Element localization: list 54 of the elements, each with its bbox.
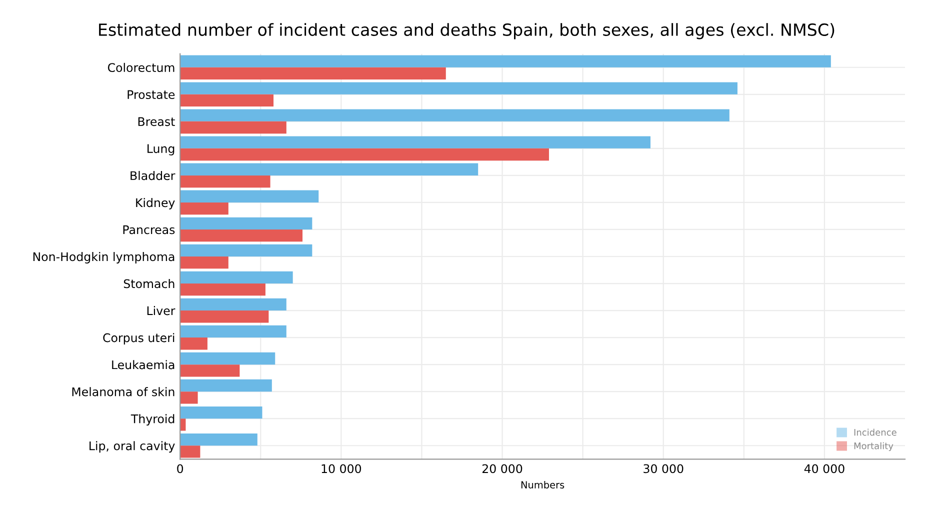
bar xyxy=(180,338,208,350)
y-tick-label: Colorectum xyxy=(108,62,174,72)
chart-title: Estimated number of incident cases and deaths Spain, both sexes, all ages (excl. NMSC) xyxy=(99,23,834,40)
bar xyxy=(180,163,478,176)
bar xyxy=(180,148,549,161)
bar xyxy=(180,55,831,68)
y-tick-label: Pancreas xyxy=(123,225,175,234)
bar xyxy=(180,229,303,242)
bar xyxy=(180,392,198,404)
y-tick-label: Non-Hodgkin lymphoma xyxy=(33,252,174,264)
x-tick-label: 30 000 xyxy=(644,464,684,474)
legend-label: Mortality xyxy=(854,442,894,452)
bar xyxy=(180,256,228,269)
bar xyxy=(180,310,269,323)
bar xyxy=(180,446,200,458)
y-tick-label: Thyroid xyxy=(130,414,174,426)
bar xyxy=(180,121,286,134)
y-tick-label: Lip, oral cavity xyxy=(90,441,175,453)
bar xyxy=(180,271,293,284)
y-tick-label: Breast xyxy=(138,117,175,126)
y-tick-label: Corpus uteri xyxy=(103,333,174,344)
legend-label: Incidence xyxy=(854,428,896,436)
bar xyxy=(180,217,312,230)
x-tick-label: 20 000 xyxy=(482,464,522,474)
y-tick-label: Liver xyxy=(147,306,176,316)
bar xyxy=(180,379,272,392)
y-tick-label: Bladder xyxy=(130,170,176,180)
bar xyxy=(180,325,286,338)
bar xyxy=(180,175,270,188)
bar xyxy=(180,109,730,122)
x-tick-label: 40 000 xyxy=(804,464,844,474)
bar xyxy=(180,364,240,377)
y-tick-label: Melanoma of skin xyxy=(72,387,174,396)
y-tick-label: Leukaemia xyxy=(112,360,174,370)
x-tick-label: 0 xyxy=(177,464,184,474)
bar xyxy=(180,190,319,202)
bar xyxy=(180,284,266,296)
bar xyxy=(180,202,228,215)
bar xyxy=(180,67,446,80)
bar xyxy=(180,433,258,446)
bar xyxy=(180,418,186,431)
x-axis-title: Numbers xyxy=(521,480,564,489)
y-tick-label: Stomach xyxy=(124,279,174,288)
bar xyxy=(180,298,286,311)
y-tick-label: Prostate xyxy=(128,90,175,100)
bar xyxy=(180,82,738,94)
bar xyxy=(180,94,274,107)
bar xyxy=(180,352,276,365)
bar xyxy=(180,406,262,419)
y-tick-label: Lung xyxy=(148,144,174,156)
y-tick-label: Kidney xyxy=(136,198,175,210)
bar xyxy=(180,244,312,256)
x-tick-label: 10 000 xyxy=(322,464,362,474)
bar xyxy=(180,136,650,148)
